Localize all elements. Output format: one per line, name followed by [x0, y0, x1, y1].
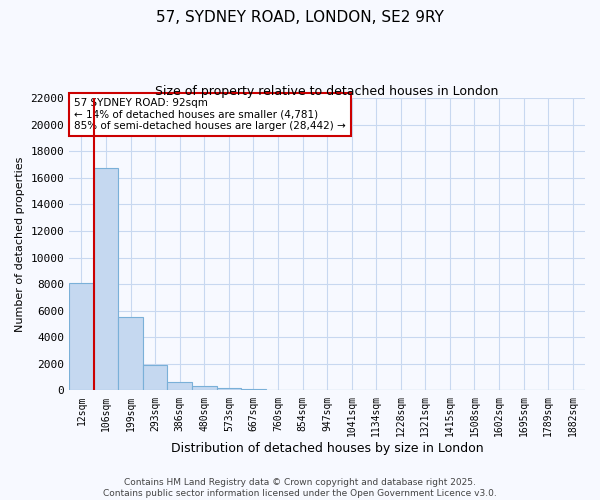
Text: Contains HM Land Registry data © Crown copyright and database right 2025.
Contai: Contains HM Land Registry data © Crown c… [103, 478, 497, 498]
X-axis label: Distribution of detached houses by size in London: Distribution of detached houses by size … [171, 442, 484, 455]
Text: 57, SYDNEY ROAD, LONDON, SE2 9RY: 57, SYDNEY ROAD, LONDON, SE2 9RY [156, 10, 444, 25]
Bar [69, 283, 94, 391]
Bar [167, 382, 192, 390]
Bar [143, 365, 167, 390]
Title: Size of property relative to detached houses in London: Size of property relative to detached ho… [155, 85, 499, 98]
Bar [217, 388, 241, 390]
Bar [94, 168, 118, 390]
Y-axis label: Number of detached properties: Number of detached properties [15, 156, 25, 332]
Bar [241, 389, 266, 390]
Text: 57 SYDNEY ROAD: 92sqm
← 14% of detached houses are smaller (4,781)
85% of semi-d: 57 SYDNEY ROAD: 92sqm ← 14% of detached … [74, 98, 346, 131]
Bar [118, 318, 143, 390]
Bar [192, 386, 217, 390]
